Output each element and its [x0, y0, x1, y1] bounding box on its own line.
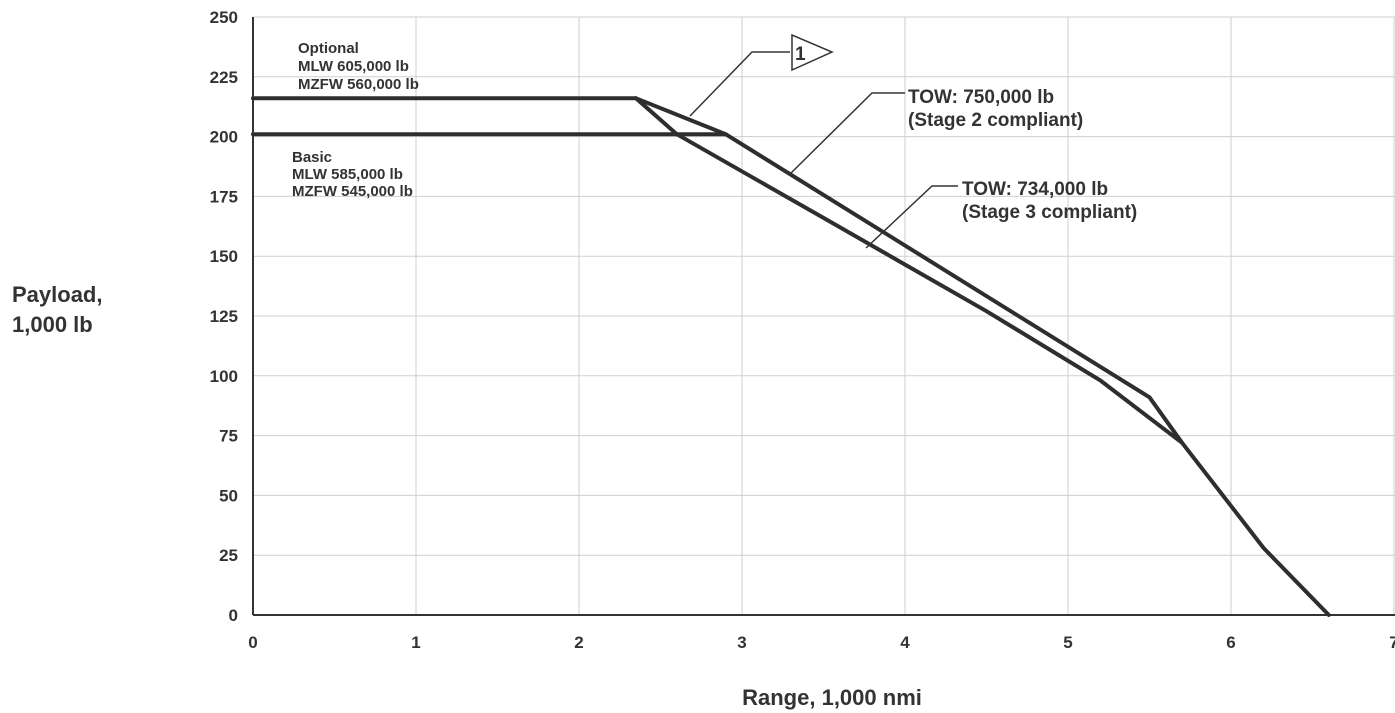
note-marker-triangle-icon [791, 33, 834, 72]
x-tick-label: 4 [900, 633, 910, 652]
optional-mlw-label: MLW 605,000 lb [298, 58, 409, 75]
y-tick-label: 100 [210, 367, 238, 386]
tow-734-stage-label: (Stage 3 compliant) [962, 202, 1137, 223]
y-tick-label: 125 [210, 307, 238, 326]
y-tick-label: 150 [210, 247, 238, 266]
tow-750-stage-label: (Stage 2 compliant) [908, 110, 1083, 131]
y-axis-title-line1: Payload, [12, 282, 102, 307]
note-marker-leader [689, 51, 790, 117]
series-lines [251, 96, 1331, 617]
y-tick-label: 250 [210, 8, 238, 27]
series-line-3 [634, 96, 1185, 445]
x-tick-labels: 0 1 2 3 4 5 6 7 [248, 633, 1395, 652]
x-tick-label: 5 [1063, 633, 1072, 652]
axes [252, 17, 1395, 616]
y-tick-label: 175 [210, 187, 238, 206]
tow-750-label: TOW: 750,000 lb [908, 87, 1054, 108]
y-tick-label: 50 [219, 486, 238, 505]
y-tick-label: 25 [219, 546, 238, 565]
x-tick-label: 1 [411, 633, 420, 652]
x-tick-label: 0 [248, 633, 257, 652]
note-marker-label: 1 [795, 44, 806, 65]
tow-734-label: TOW: 734,000 lb [962, 179, 1108, 200]
basic-mlw-label: MLW 585,000 lb [292, 166, 403, 183]
x-tick-label: 7 [1389, 633, 1395, 652]
y-tick-labels: 0 25 50 75 100 125 150 175 200 225 250 [210, 8, 238, 625]
optional-mzfw-label: MZFW 560,000 lb [298, 76, 419, 93]
x-tick-label: 2 [574, 633, 583, 652]
x-axis-title: Range, 1,000 nmi [742, 685, 922, 710]
optional-label: Optional [298, 40, 359, 57]
y-tick-label: 200 [210, 128, 238, 147]
basic-mzfw-label: MZFW 545,000 lb [292, 183, 413, 200]
y-tick-label: 0 [229, 606, 238, 625]
tow-734-leader [865, 185, 958, 249]
x-tick-label: 6 [1226, 633, 1235, 652]
grid [253, 16, 1395, 615]
basic-label: Basic [292, 149, 332, 166]
y-tick-label: 225 [210, 68, 238, 87]
y-tick-label: 75 [219, 427, 238, 446]
tow-750-leader [789, 92, 905, 175]
series-line-1 [251, 96, 1331, 617]
x-tick-label: 3 [737, 633, 746, 652]
y-axis-title-line2: 1,000 lb [12, 312, 93, 337]
